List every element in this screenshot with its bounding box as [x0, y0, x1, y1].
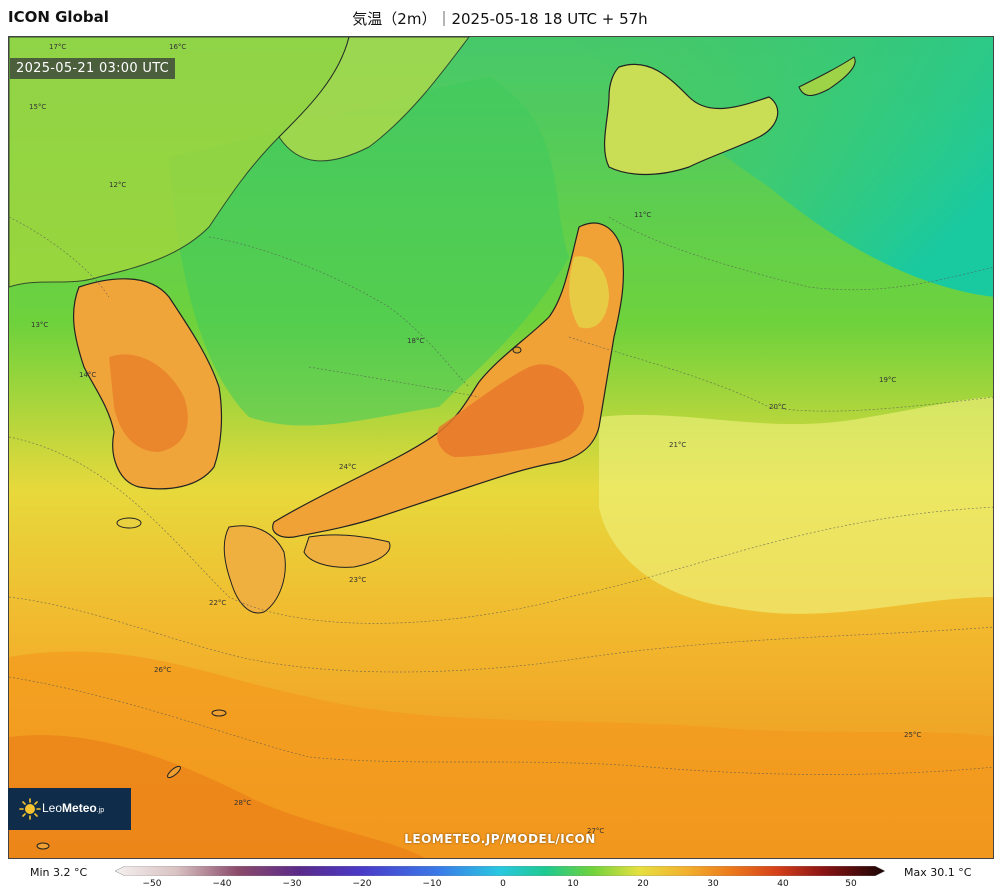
pacific-yellow-band: [599, 397, 993, 614]
isotherm-label: 19°C: [879, 376, 896, 384]
header-bar: ICON Global 気温（2m）｜2025-05-18 18 UTC + 5…: [0, 0, 1000, 36]
colorbar-tick: −40: [212, 879, 232, 889]
korea-hot-area: [109, 354, 188, 452]
colorbar-tick: 30: [707, 879, 719, 889]
logo-text: LeoMeteo.jp: [42, 801, 104, 815]
isotherm-label: 12°C: [109, 181, 126, 189]
isotherm-label: 24°C: [339, 463, 356, 471]
sado-island: [512, 346, 522, 354]
shikoku-land: [303, 534, 391, 568]
legend-bar: Min 3.2 °C −50 −40 −30: [0, 862, 1000, 894]
isotherm-label: 22°C: [209, 599, 226, 607]
logo-text-bold: Meteo: [62, 801, 97, 815]
model-name: ICON Global: [8, 8, 109, 26]
site-watermark: LEOMETEO.JP/MODEL/ICON: [404, 832, 596, 846]
isotherm-label: 11°C: [634, 211, 651, 219]
hokkaido-land: [603, 63, 779, 176]
primorye-land: [278, 37, 470, 162]
isotherm-label: 20°C: [769, 403, 786, 411]
colorbar-tick: 40: [777, 879, 789, 889]
tohoku-cool-area: [569, 256, 609, 329]
jeju-island: [116, 517, 142, 529]
isotherm-label: 14°C: [79, 371, 96, 379]
colorbar-tick: −50: [142, 879, 162, 889]
colorbar-tick: 10: [567, 879, 579, 889]
temperature-map[interactable]: 17°C 16°C 15°C 14°C 13°C 12°C 11°C 18°C …: [8, 36, 994, 859]
kyushu-land: [223, 525, 286, 614]
kuril-islands: [798, 56, 856, 96]
logo-text-light: Leo: [42, 801, 63, 815]
honshu-land: [272, 222, 625, 538]
isotherm-label: 18°C: [407, 337, 424, 345]
leometeo-logo[interactable]: LeoMeteo.jp: [8, 788, 131, 830]
isotherm-label: 26°C: [154, 666, 171, 674]
isotherm-lines: [9, 216, 993, 775]
honshu-hot-area: [437, 364, 584, 457]
min-temperature-label: Min 3.2 °C: [30, 866, 88, 879]
sun-icon: [19, 798, 41, 820]
map-graphic: 17°C 16°C 15°C 14°C 13°C 12°C 11°C 18°C …: [9, 37, 993, 858]
colorbar-tick: 0: [500, 879, 506, 889]
isotherm-label: 23°C: [349, 576, 366, 584]
island-south-2: [167, 765, 181, 779]
temperature-colorbar: [115, 866, 885, 876]
colorbar-tick: −30: [282, 879, 302, 889]
valid-time-badge: 2025-05-21 03:00 UTC: [10, 58, 176, 79]
colorbar-tick: −10: [422, 879, 442, 889]
isotherm-label: 21°C: [669, 441, 686, 449]
island-south-1: [211, 709, 227, 717]
isotherm-label: 17°C: [49, 43, 66, 51]
map-title: 気温（2m）｜2025-05-18 18 UTC + 57h: [352, 10, 648, 28]
sea-of-japan-region: [169, 77, 569, 426]
logo-text-suffix: .jp: [96, 807, 105, 814]
isotherm-label: 16°C: [169, 43, 186, 51]
isotherm-label: 27°C: [587, 827, 604, 835]
colorbar-tick: −20: [352, 879, 372, 889]
colorbar-tick: 50: [845, 879, 857, 889]
isotherm-label: 25°C: [904, 731, 921, 739]
max-temperature-label: Max 30.1 °C: [904, 866, 972, 879]
colorbar-tick: 20: [637, 879, 649, 889]
isotherm-label: 28°C: [234, 799, 251, 807]
island-south-3: [36, 842, 50, 850]
isotherm-label: 15°C: [29, 103, 46, 111]
isotherm-label-group: 17°C 16°C 15°C 14°C 13°C 12°C 11°C 18°C …: [29, 43, 921, 835]
isotherm-label: 13°C: [31, 321, 48, 329]
